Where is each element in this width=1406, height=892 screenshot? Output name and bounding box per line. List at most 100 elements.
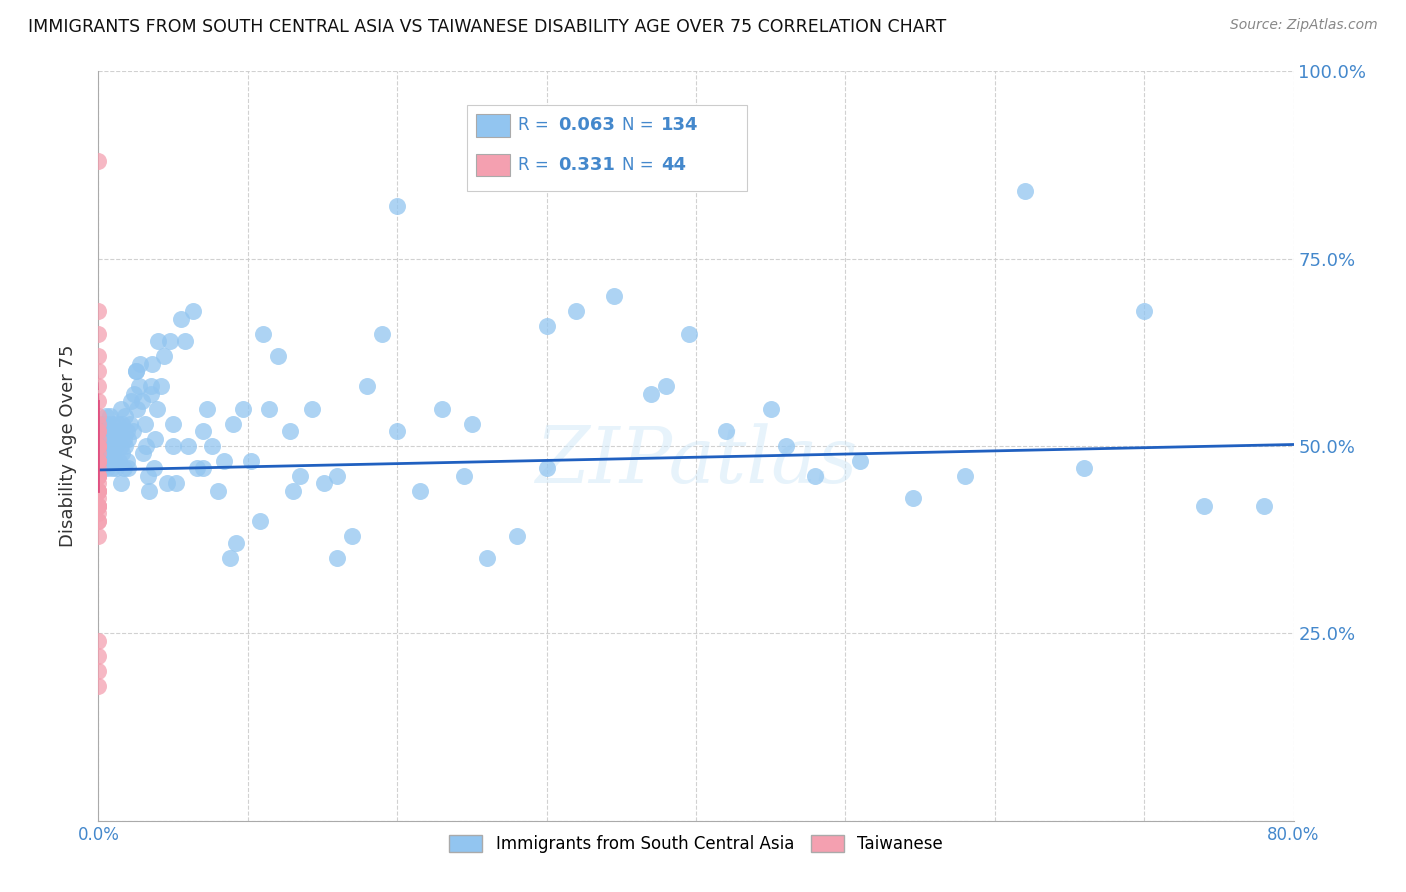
Point <box>131 394 153 409</box>
Point <box>1073 461 1095 475</box>
Point <box>953 469 976 483</box>
FancyBboxPatch shape <box>467 105 748 191</box>
Point <box>222 417 245 431</box>
Point <box>371 326 394 341</box>
Point <box>461 417 484 431</box>
Point <box>104 454 127 468</box>
Point <box>901 491 924 506</box>
Point <box>110 401 132 416</box>
Point <box>93 446 115 460</box>
Point <box>536 461 558 475</box>
Point <box>87 483 110 498</box>
Point <box>87 499 110 513</box>
Point <box>87 514 110 528</box>
Point <box>201 439 224 453</box>
Point <box>191 461 214 475</box>
Point <box>97 424 120 438</box>
Point <box>326 469 349 483</box>
Point <box>257 401 280 416</box>
Point <box>98 409 122 423</box>
Point <box>87 469 110 483</box>
Point <box>87 454 110 468</box>
Point <box>114 409 136 423</box>
Point <box>87 304 110 318</box>
Text: N =: N = <box>621 156 659 174</box>
Point <box>232 401 254 416</box>
Point <box>169 311 191 326</box>
Point <box>108 424 131 438</box>
Point <box>89 432 111 446</box>
Point <box>125 364 148 378</box>
Point <box>714 424 737 438</box>
Point <box>475 551 498 566</box>
Point <box>96 439 118 453</box>
Point <box>87 469 110 483</box>
Point <box>385 424 409 438</box>
Point <box>124 386 146 401</box>
Point <box>87 483 110 498</box>
Point <box>139 379 162 393</box>
Point <box>252 326 274 341</box>
Point <box>121 424 143 438</box>
Point <box>148 334 170 348</box>
Point <box>107 417 129 431</box>
Point <box>1253 499 1275 513</box>
Point <box>94 454 117 468</box>
Point <box>97 446 120 460</box>
Point <box>141 357 163 371</box>
Point <box>849 454 872 468</box>
Point <box>453 469 475 483</box>
Point <box>97 439 120 453</box>
Point <box>112 432 135 446</box>
Point <box>89 446 111 460</box>
Point <box>165 476 187 491</box>
Text: ZIPatlas: ZIPatlas <box>534 423 858 500</box>
Point <box>87 439 110 453</box>
Point <box>91 417 114 431</box>
Point <box>117 432 139 446</box>
Point <box>87 507 110 521</box>
Point <box>162 439 184 453</box>
Point <box>87 409 110 423</box>
Point <box>104 432 127 446</box>
Point <box>87 499 110 513</box>
Point <box>103 446 125 460</box>
Point <box>87 454 110 468</box>
Point <box>115 424 138 438</box>
Point <box>91 439 114 453</box>
Point <box>536 319 558 334</box>
Point <box>111 417 134 431</box>
Bar <box>477 114 509 136</box>
Point <box>93 424 115 438</box>
Point <box>87 349 110 363</box>
Point <box>150 379 173 393</box>
Point <box>1192 499 1215 513</box>
Point <box>142 461 165 475</box>
Point <box>117 461 139 475</box>
Point <box>96 417 118 431</box>
Point <box>120 394 142 409</box>
Text: R =: R = <box>517 116 554 135</box>
Point <box>98 432 122 446</box>
Point <box>156 476 179 491</box>
Point <box>138 483 160 498</box>
Text: 0.063: 0.063 <box>558 116 616 135</box>
Point <box>312 476 335 491</box>
Text: 134: 134 <box>661 116 699 135</box>
Point <box>87 483 110 498</box>
Point <box>93 439 115 453</box>
Point <box>267 349 290 363</box>
Point <box>128 379 150 393</box>
Point <box>87 446 110 460</box>
Point <box>114 439 136 453</box>
Point <box>678 326 700 341</box>
Point <box>87 664 110 678</box>
Point <box>91 461 114 475</box>
Point <box>105 439 128 453</box>
Point <box>239 454 262 468</box>
Point <box>110 439 132 453</box>
Point <box>105 461 128 475</box>
Point <box>134 417 156 431</box>
Point <box>186 461 208 475</box>
Point <box>249 514 271 528</box>
